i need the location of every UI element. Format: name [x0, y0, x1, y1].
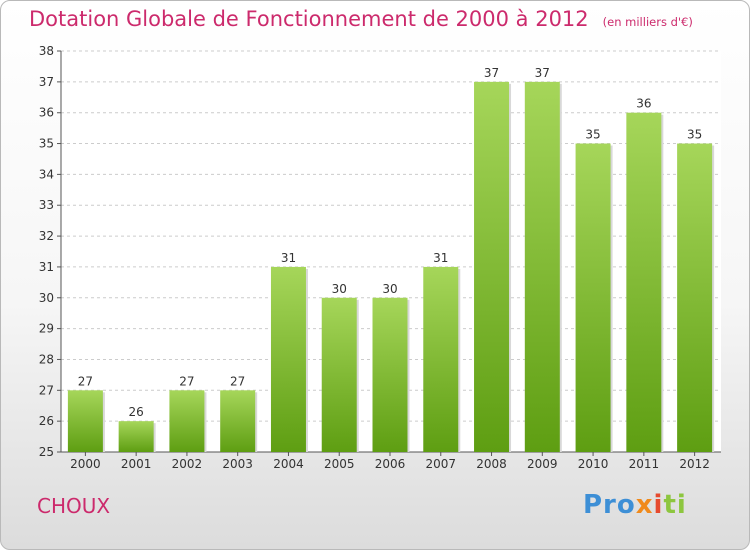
data-label: 30 — [382, 282, 397, 296]
chart-header: Dotation Globale de Fonctionnement de 20… — [29, 7, 693, 31]
data-label: 27 — [179, 374, 194, 388]
x-tick-label: 2003 — [222, 457, 253, 471]
bar — [524, 81, 560, 452]
bar — [677, 143, 713, 453]
x-tick-label: 2009 — [527, 457, 558, 471]
unit-label: (en milliers d'€) — [602, 15, 693, 29]
data-label: 27 — [78, 374, 93, 388]
x-tick-label: 2011 — [629, 457, 660, 471]
data-label: 31 — [433, 251, 448, 265]
bar — [118, 421, 154, 452]
proxiti-logo: Proxiti — [583, 490, 687, 520]
bar — [220, 390, 256, 452]
data-label: 37 — [484, 66, 499, 80]
x-tick-label: 2004 — [273, 457, 304, 471]
data-label: 35 — [585, 128, 600, 142]
y-tick-label: 33 — [39, 198, 54, 212]
y-tick-label: 35 — [39, 137, 54, 151]
bar — [321, 297, 357, 452]
bar — [474, 81, 510, 452]
y-tick-label: 31 — [39, 260, 54, 274]
bar — [423, 266, 459, 452]
x-tick-label: 2002 — [172, 457, 203, 471]
bar — [169, 390, 205, 452]
chart-title: Dotation Globale de Fonctionnement de 20… — [29, 7, 589, 31]
data-label: 31 — [281, 251, 296, 265]
x-tick-label: 2012 — [679, 457, 710, 471]
bar — [372, 297, 408, 452]
x-tick-label: 2005 — [324, 457, 355, 471]
x-tick-label: 2001 — [121, 457, 152, 471]
y-tick-label: 30 — [39, 291, 54, 305]
data-label: 30 — [332, 282, 347, 296]
y-tick-label: 29 — [39, 322, 54, 336]
data-label: 36 — [636, 97, 651, 111]
x-tick-label: 2007 — [425, 457, 456, 471]
x-tick-label: 2010 — [578, 457, 609, 471]
bar — [270, 266, 306, 452]
x-tick-label: 2008 — [476, 457, 507, 471]
y-tick-label: 27 — [39, 383, 54, 397]
bar — [575, 143, 611, 453]
y-tick-label: 34 — [39, 167, 54, 181]
y-tick-label: 32 — [39, 229, 54, 243]
bar — [626, 112, 662, 452]
y-tick-label: 26 — [39, 414, 54, 428]
data-label: 35 — [687, 128, 702, 142]
data-label: 37 — [535, 66, 550, 80]
bar — [67, 390, 103, 452]
data-label: 26 — [129, 405, 144, 419]
y-tick-label: 28 — [39, 352, 54, 366]
y-tick-label: 38 — [39, 44, 54, 58]
x-tick-label: 2000 — [70, 457, 101, 471]
y-tick-label: 36 — [39, 106, 54, 120]
y-tick-label: 25 — [39, 445, 54, 459]
data-label: 27 — [230, 374, 245, 388]
x-tick-label: 2006 — [375, 457, 406, 471]
commune-name: CHOUX — [37, 494, 111, 518]
y-tick-label: 37 — [39, 75, 54, 89]
